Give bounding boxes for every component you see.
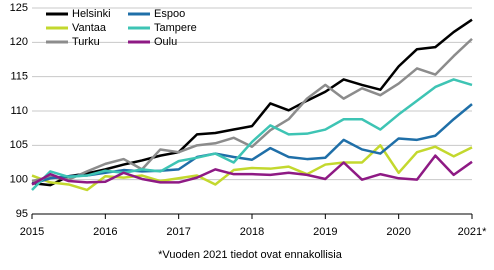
- footnote: *Vuoden 2021 tiedot ovat ennakollisia: [158, 249, 343, 261]
- series-line: [31, 37, 473, 183]
- y-tick-label: 115: [10, 71, 28, 83]
- legend-label: Helsinki: [72, 8, 111, 20]
- y-tick-label: 100: [10, 174, 28, 186]
- legend-label: Oulu: [154, 36, 177, 48]
- legend-label: Tampere: [154, 22, 197, 34]
- series-line: [31, 78, 473, 191]
- y-tick-label: 120: [10, 36, 28, 48]
- legend-label: Espoo: [154, 8, 185, 20]
- series-line: [31, 144, 473, 192]
- x-tick-label: 2020: [386, 226, 410, 238]
- x-tick-label: 2015: [20, 226, 44, 238]
- series-line: [31, 18, 473, 187]
- x-tick-label: 2018: [240, 226, 264, 238]
- y-tick-label: 110: [10, 105, 28, 117]
- x-tick-label: 2017: [166, 226, 190, 238]
- series-line: [31, 154, 473, 186]
- y-tick-label: 125: [10, 2, 28, 14]
- legend-label: Vantaa: [72, 22, 107, 34]
- x-tick-label: 2016: [93, 226, 117, 238]
- legend-label: Turku: [72, 36, 100, 48]
- series-line: [31, 103, 473, 185]
- y-tick-label: 95: [16, 208, 28, 220]
- x-tick-label: 2021*: [458, 226, 487, 238]
- y-tick-label: 105: [10, 139, 28, 151]
- x-tick-label: 2019: [313, 226, 337, 238]
